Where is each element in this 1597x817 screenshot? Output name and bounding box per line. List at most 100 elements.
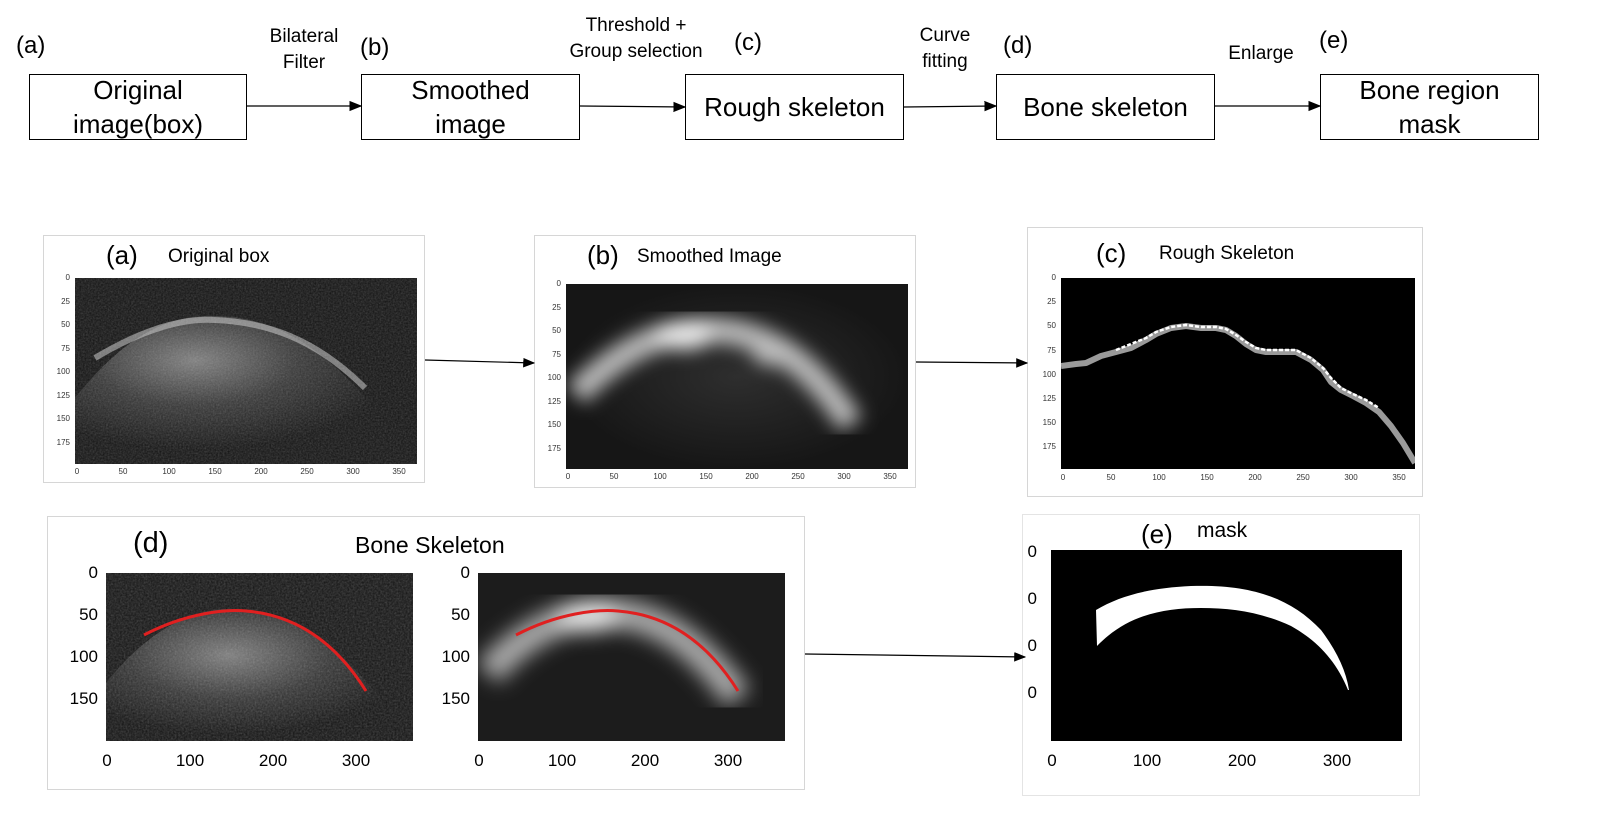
panel-b-image bbox=[566, 284, 908, 469]
panel-e-ytick-3: 0 bbox=[1027, 683, 1037, 702]
step-b-letter: (b) bbox=[360, 34, 390, 61]
panel-d-letter: (d) bbox=[133, 527, 169, 559]
step-box-smoothed-line1: Smoothed bbox=[411, 75, 530, 105]
panel-b-xtick-4: 200 bbox=[745, 472, 759, 481]
arrow-c-d bbox=[903, 100, 998, 112]
panel-d-left-image bbox=[106, 573, 413, 741]
arrow-b-c bbox=[579, 101, 687, 113]
edge-label-bilateral-line2: Filter bbox=[282, 52, 326, 73]
panel-d-xtick-3: 300 bbox=[713, 751, 743, 770]
panel-a-xtick-1: 50 bbox=[118, 467, 128, 476]
panel-e-ytick-0: 0 bbox=[1027, 542, 1037, 561]
step-box-bone-region-mask-line1: Bone region bbox=[1359, 75, 1500, 105]
panel-b-ytick-1: 25 bbox=[552, 302, 561, 312]
panel-b-xtick-2: 100 bbox=[653, 472, 667, 481]
panel-e-ytick-1: 0 bbox=[1027, 589, 1037, 608]
step-box-original-line1: Original bbox=[93, 75, 183, 105]
panel-e-xtick-0: 0 bbox=[1047, 751, 1057, 770]
panel-e-xtick-1: 100 bbox=[1132, 751, 1162, 770]
panel-c-ytick-6: 150 bbox=[1042, 418, 1056, 428]
panel-b-title: Smoothed Image bbox=[637, 246, 782, 267]
panel-a-xtick-6: 300 bbox=[346, 467, 360, 476]
panel-d-xtick-3: 300 bbox=[341, 751, 371, 770]
arrow-panel-a-b bbox=[424, 357, 536, 368]
panel-e-mask-region bbox=[1096, 585, 1349, 690]
panel-d-ytick-1: 50 bbox=[79, 605, 98, 624]
panel-c-ytick-5: 125 bbox=[1042, 394, 1056, 403]
panel-b-ytick-6: 150 bbox=[547, 420, 561, 429]
panel-d-xtick-2: 200 bbox=[630, 751, 660, 770]
edge-label-enlarge-line1: Enlarge bbox=[1228, 43, 1294, 64]
panel-d-left-fit-curve bbox=[143, 609, 368, 692]
panel-a-xtick-4: 200 bbox=[254, 467, 268, 476]
panel-d-ytick-0: 0 bbox=[460, 563, 470, 582]
panel-b-xtick-0: 0 bbox=[565, 472, 571, 481]
step-a-letter: (a) bbox=[16, 32, 46, 59]
panel-c-ytick-1: 25 bbox=[1047, 297, 1056, 307]
panel-d-ytick-1: 50 bbox=[451, 605, 470, 624]
panel-b-ytick-3: 75 bbox=[552, 349, 561, 359]
panel-e-letter: (e) bbox=[1141, 519, 1173, 549]
panel-a-ytick-5: 125 bbox=[56, 390, 70, 400]
step-box-smoothed: Smoothed image bbox=[361, 74, 580, 140]
step-box-smoothed-line2: image bbox=[435, 109, 506, 139]
panel-e-xtick-2: 200 bbox=[1227, 751, 1257, 770]
panel-c-xtick-6: 300 bbox=[1344, 473, 1358, 482]
panel-e-image bbox=[1051, 550, 1402, 741]
panel-b-ytick-7: 175 bbox=[547, 443, 561, 453]
panel-c-ytick-4: 100 bbox=[1042, 369, 1056, 379]
step-box-rough-skeleton: Rough skeleton bbox=[685, 74, 904, 140]
panel-bone-skeleton: (d) Bone Skeleton bbox=[47, 516, 805, 790]
panel-c-xtick-2: 100 bbox=[1152, 473, 1166, 482]
panel-d-xtick-1: 100 bbox=[547, 751, 577, 770]
panel-b-xtick-1: 50 bbox=[609, 472, 619, 481]
panel-a-title: Original box bbox=[168, 246, 270, 267]
step-e-letter: (e) bbox=[1319, 27, 1349, 54]
panel-d-xtick-0: 0 bbox=[474, 751, 484, 770]
panel-a-ytick-1: 25 bbox=[61, 296, 70, 306]
panel-a-image bbox=[75, 278, 417, 464]
panel-smoothed-image: (b) Smoothed Image 0 25 50 75 100 125 150 175 0… bbox=[534, 235, 916, 488]
panel-rough-skeleton: (c) Rough Skeleton 0 25 50 75 100 125 150 175 0… bbox=[1027, 227, 1423, 497]
edge-label-bilateral: Bilateral Filter bbox=[254, 24, 354, 76]
step-box-bone-region-mask-line2: mask bbox=[1398, 109, 1461, 139]
edge-label-curve-line2: fitting bbox=[922, 51, 968, 72]
panel-d-right-image bbox=[478, 573, 785, 741]
panel-b-xtick-5: 250 bbox=[791, 472, 805, 481]
panel-a-xtick-7: 350 bbox=[392, 467, 406, 476]
panel-c-xtick-0: 0 bbox=[1060, 473, 1066, 482]
step-c-letter: (c) bbox=[734, 29, 762, 56]
panel-d-xtick-1: 100 bbox=[175, 751, 205, 770]
panel-d-ytick-0: 0 bbox=[88, 563, 98, 582]
panel-a-ytick-2: 50 bbox=[61, 320, 70, 329]
edge-label-enlarge: Enlarge bbox=[1216, 41, 1306, 67]
panel-a-ytick-6: 150 bbox=[56, 414, 70, 423]
edge-label-threshold: Threshold + Group selection bbox=[556, 13, 716, 65]
panel-b-ytick-4: 100 bbox=[547, 373, 561, 382]
panel-d-right-fit-curve bbox=[515, 609, 740, 692]
panel-d-ytick-2: 100 bbox=[69, 647, 98, 666]
step-d-letter: (d) bbox=[1003, 32, 1033, 59]
panel-a-xtick-5: 250 bbox=[300, 467, 314, 476]
panel-b-xtick-3: 150 bbox=[699, 472, 713, 481]
edge-label-curve-line1: Curve bbox=[919, 25, 971, 46]
panel-c-ytick-2: 50 bbox=[1047, 321, 1056, 331]
step-box-bone-region-mask: Bone region mask bbox=[1320, 74, 1539, 140]
panel-a-ytick-7: 175 bbox=[56, 437, 70, 447]
panel-c-title: Rough Skeleton bbox=[1159, 243, 1295, 264]
panel-e-title: mask bbox=[1197, 519, 1248, 542]
panel-b-xtick-7: 350 bbox=[883, 472, 897, 481]
step-box-original-line2: image(box) bbox=[72, 109, 204, 139]
panel-a-ytick-3: 75 bbox=[61, 343, 70, 353]
panel-d-ytick-2: 100 bbox=[441, 647, 470, 666]
panel-e-xtick-3: 300 bbox=[1322, 751, 1352, 770]
arrow-panel-b-c bbox=[915, 358, 1029, 368]
panel-c-xtick-5: 250 bbox=[1296, 473, 1310, 482]
panel-b-letter: (b) bbox=[587, 240, 619, 270]
panel-mask: (e) mask 0 0 0 0 0 100 200 300 bbox=[1022, 514, 1420, 796]
edge-label-threshold-line2: Group selection bbox=[569, 41, 703, 62]
panel-c-image bbox=[1061, 278, 1415, 469]
panel-a-ytick-0: 0 bbox=[65, 273, 70, 282]
panel-c-xtick-7: 350 bbox=[1392, 473, 1406, 482]
panel-b-ytick-2: 50 bbox=[552, 326, 561, 335]
